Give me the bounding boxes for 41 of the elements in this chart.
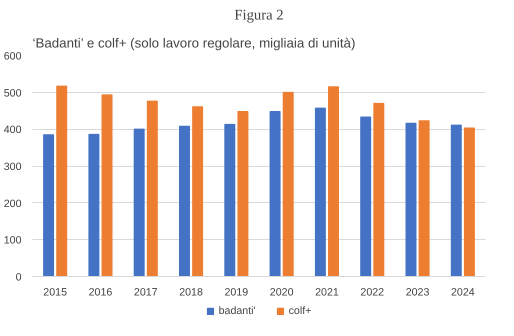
- x-tick-label: 2023: [406, 286, 430, 298]
- x-tick-label: 2020: [270, 286, 294, 298]
- bar: [314, 108, 326, 276]
- bar: [192, 106, 204, 276]
- bar: [146, 100, 158, 276]
- bar: [237, 110, 248, 276]
- y-tick-label: 300: [4, 161, 22, 173]
- legend-label: colf+: [288, 305, 312, 317]
- bar: [328, 86, 339, 276]
- bar: [43, 134, 54, 276]
- y-tick-label: 0: [16, 272, 22, 284]
- chart-subtitle: ‘Badanti’ e colf+ (solo lavoro regolare, migliaia di unità): [32, 36, 356, 50]
- bar: [450, 124, 462, 276]
- x-tick-label: 2016: [88, 286, 112, 298]
- x-tick-label: 2022: [360, 286, 384, 298]
- y-tick-label: 100: [4, 234, 22, 247]
- x-tick-label: 2015: [43, 286, 68, 298]
- bar: [134, 128, 145, 276]
- bar: [56, 86, 68, 276]
- y-tick-label: 200: [4, 198, 22, 210]
- bar: [179, 126, 190, 276]
- bar: [224, 124, 236, 276]
- y-tick-label: 500: [4, 87, 22, 100]
- bar: [360, 116, 372, 276]
- chart-title: Figura 2: [234, 8, 284, 24]
- x-tick-label: 2018: [179, 286, 203, 298]
- bar: [418, 120, 430, 276]
- legend-label: badanti': [218, 305, 256, 317]
- x-tick-label: 2019: [224, 286, 248, 298]
- y-tick-label: 600: [4, 50, 22, 62]
- bar: [102, 94, 112, 276]
- x-tick-label: 2017: [134, 286, 158, 298]
- y-tick-label: 400: [4, 124, 22, 136]
- bar: [464, 128, 475, 276]
- bar: [406, 122, 416, 276]
- bar: [88, 134, 100, 276]
- bar: [282, 92, 294, 276]
- bar: [373, 102, 384, 276]
- bar: [270, 110, 281, 276]
- x-tick-label: 2021: [315, 286, 339, 298]
- x-tick-label: 2024: [450, 286, 475, 298]
